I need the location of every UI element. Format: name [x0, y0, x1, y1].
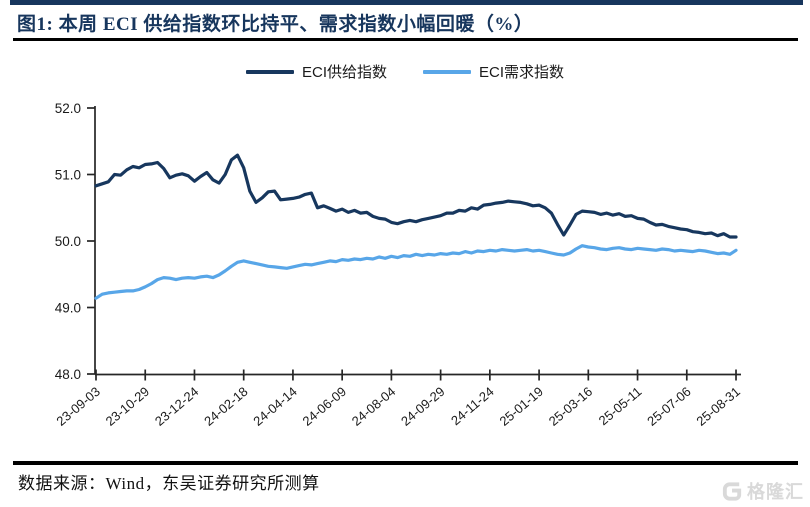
- supply-index-line: [94, 153, 738, 239]
- x-axis-label: 23-09-03: [53, 384, 103, 429]
- y-axis-label: 52.0: [55, 101, 81, 116]
- x-axis-label: 23-10-29: [103, 384, 153, 429]
- x-axis-label: 25-07-06: [644, 384, 694, 429]
- x-axis-label: 24-08-04: [349, 384, 399, 429]
- y-axis-label: 51.0: [55, 168, 81, 183]
- gelonghui-logo-icon: [722, 481, 742, 501]
- x-axis-label: 25-03-16: [546, 384, 596, 429]
- figure-title: 图1: 本周 ECI 供给指数环比持平、需求指数小幅回暖（%）: [17, 14, 534, 35]
- demand-index-line: [94, 244, 738, 300]
- x-axis-label: 24-11-24: [448, 384, 497, 428]
- supply-line-swatch: [245, 69, 294, 74]
- x-axis-label: 25-05-11: [596, 384, 645, 428]
- gelonghui-watermark: 格隆汇: [721, 478, 804, 504]
- x-axis-label: 24-04-14: [250, 384, 300, 429]
- chart-legend: ECI供给指数 ECI需求指数: [0, 61, 810, 82]
- y-axis-label: 50.0: [55, 234, 81, 249]
- legend-label-supply: ECI供给指数: [301, 64, 387, 81]
- x-axis-label: 24-09-29: [398, 384, 448, 429]
- x-axis-label: 24-06-09: [300, 384, 350, 429]
- watermark-label: 格隆汇: [747, 482, 804, 502]
- y-axis-label: 48.0: [55, 367, 81, 382]
- demand-line-swatch: [423, 69, 471, 74]
- top-accent-bar: [10, 0, 803, 5]
- title-divider: [13, 38, 798, 41]
- x-axis-label: 24-02-18: [201, 384, 251, 429]
- x-axis-label: 25-01-19: [497, 384, 547, 429]
- data-source-note: 数据来源：Wind，东吴证券研究所测算: [18, 474, 320, 493]
- footer-divider: [13, 461, 798, 465]
- x-axis-label: 25-08-31: [693, 384, 743, 429]
- y-axis-label: 49.0: [55, 301, 81, 316]
- legend-item-supply: ECI供给指数: [245, 61, 387, 82]
- legend-item-demand: ECI需求指数: [423, 61, 564, 82]
- x-axis-label: 23-12-24: [152, 384, 202, 429]
- legend-label-demand: ECI需求指数: [479, 64, 565, 81]
